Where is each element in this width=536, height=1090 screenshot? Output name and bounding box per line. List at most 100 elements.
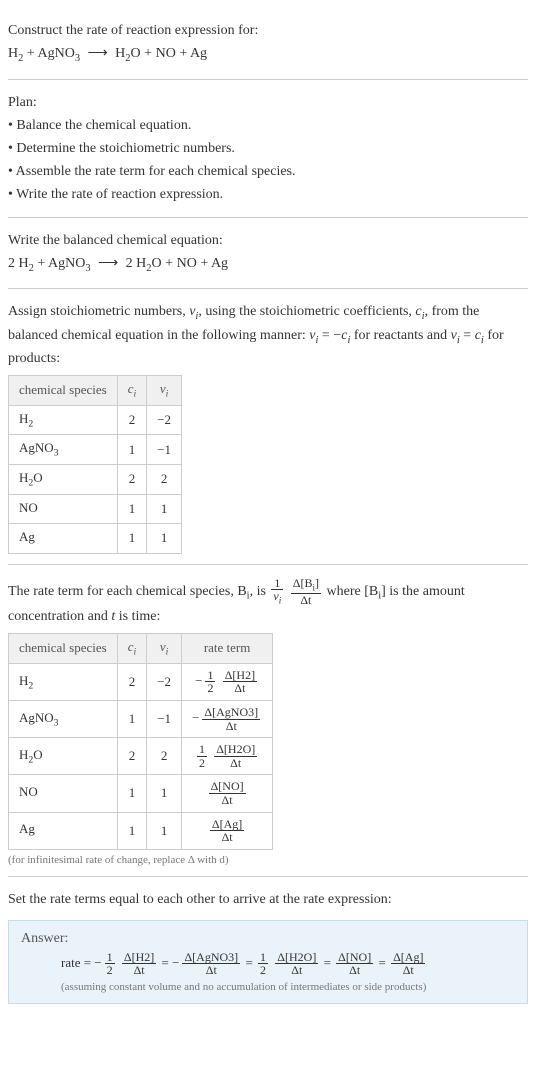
balanced-equation: 2 H2 + AgNO3 ⟶ 2 H2O + NO + Ag bbox=[8, 253, 528, 277]
cell-ci: 1 bbox=[117, 494, 147, 524]
table-row: H2O 2 2 bbox=[9, 464, 182, 494]
cell-vi: 2 bbox=[147, 464, 182, 494]
eq-1: = bbox=[158, 955, 172, 970]
table-row: AgNO3 1 −1 −Δ[AgNO3]Δt bbox=[9, 700, 273, 737]
plan-item-4: • Write the rate of reaction expression. bbox=[8, 184, 528, 205]
bal-plus-1: + bbox=[34, 256, 48, 271]
t1-delta: Δ[H2]Δt bbox=[120, 951, 158, 977]
cell-ci: 1 bbox=[117, 812, 147, 849]
product-1-tail: O bbox=[131, 46, 141, 61]
table-row: H2 2 −2 bbox=[9, 405, 182, 435]
cell-vi: −2 bbox=[147, 663, 182, 700]
frac-num: Δ[Bi] bbox=[291, 577, 321, 594]
cell-species: AgNO3 bbox=[9, 700, 118, 737]
t5-delta: Δ[Ag]Δt bbox=[389, 951, 427, 977]
reactant-2-base: AgNO bbox=[38, 46, 75, 61]
answer-box: Answer: rate = −12 Δ[H2]Δt = −Δ[AgNO3]Δt… bbox=[8, 920, 528, 1004]
frac-den: νi bbox=[271, 590, 283, 606]
delta-frac: Δ[AgNO3]Δt bbox=[200, 706, 262, 732]
delta-frac: Δ[H2]Δt bbox=[221, 669, 259, 695]
t3-delta: Δ[H2O]Δt bbox=[273, 951, 320, 977]
rate-expression: rate = −12 Δ[H2]Δt = −Δ[AgNO3]Δt = 12 Δ[… bbox=[21, 951, 515, 977]
table-row: AgNO3 1 −1 bbox=[9, 435, 182, 465]
cell-ci: 1 bbox=[117, 524, 147, 554]
col-vi: νi bbox=[147, 376, 182, 406]
t3-num: Δ[H2O] bbox=[275, 951, 318, 965]
nu-i-symbol: νi bbox=[189, 304, 198, 319]
prompt-text: Construct the rate of reaction expressio… bbox=[8, 20, 528, 41]
t1-cden: 2 bbox=[105, 964, 115, 977]
stoich-text-1: Assign stoichiometric numbers, bbox=[8, 304, 189, 319]
frac-num-pre: Δ[B bbox=[293, 576, 313, 590]
cell-vi: −2 bbox=[147, 405, 182, 435]
t1-num: Δ[H2] bbox=[122, 951, 156, 965]
t1-cnum: 1 bbox=[105, 951, 115, 965]
product-3: Ag bbox=[190, 46, 207, 61]
t4-delta: Δ[NO]Δt bbox=[334, 951, 375, 977]
d-num: Δ[H2] bbox=[223, 669, 257, 683]
t3-coef: 12 bbox=[256, 951, 270, 977]
cell-species: NO bbox=[9, 775, 118, 812]
cell-vi: 1 bbox=[147, 494, 182, 524]
cell-vi: 1 bbox=[147, 775, 182, 812]
sp-base: NO bbox=[19, 500, 38, 515]
rel-prod-c: ci bbox=[475, 328, 484, 343]
answer-note: (assuming constant volume and no accumul… bbox=[21, 981, 515, 993]
table-row: Ag 1 1 Δ[Ag]Δt bbox=[9, 812, 273, 849]
d-den: Δt bbox=[214, 757, 257, 770]
sp-base: H bbox=[19, 411, 28, 426]
frac-num-post: ] bbox=[315, 576, 319, 590]
product-1-base: H bbox=[115, 46, 125, 61]
cell-vi: 1 bbox=[147, 524, 182, 554]
coef-num: 1 bbox=[205, 669, 215, 683]
stoich-explanation: Assign stoichiometric numbers, νi, using… bbox=[8, 301, 528, 369]
sp-base: H bbox=[19, 673, 28, 688]
col-vi: νi bbox=[147, 634, 182, 664]
cell-rate: −Δ[AgNO3]Δt bbox=[182, 700, 273, 737]
bal-reactant-2: AgNO3 bbox=[48, 256, 91, 271]
cell-vi: −1 bbox=[147, 435, 182, 465]
coef-num: 1 bbox=[197, 743, 207, 757]
t3-cden: 2 bbox=[258, 964, 268, 977]
bal-reactant-1-base: 2 H bbox=[8, 256, 29, 271]
d-den: Δt bbox=[202, 720, 260, 733]
sp-tail: O bbox=[33, 747, 42, 762]
sp-base: AgNO bbox=[19, 440, 54, 455]
coef-frac: 12 bbox=[195, 743, 209, 769]
col-ci-sub: i bbox=[134, 647, 137, 658]
frac-delta-b: Δ[Bi]Δt bbox=[289, 577, 323, 606]
t2-num: Δ[AgNO3] bbox=[182, 951, 240, 965]
col-species: chemical species bbox=[9, 376, 118, 406]
plus-1: + bbox=[23, 46, 37, 61]
frac-1-over-nu: 1νi bbox=[269, 577, 285, 606]
reactant-2: AgNO3 bbox=[38, 46, 81, 61]
cell-rate: −12 Δ[H2]Δt bbox=[182, 663, 273, 700]
cell-ci: 2 bbox=[117, 405, 147, 435]
cell-ci: 2 bbox=[117, 663, 147, 700]
sp-base: H bbox=[19, 747, 28, 762]
cell-species: H2 bbox=[9, 405, 118, 435]
table-row: NO 1 1 bbox=[9, 494, 182, 524]
answer-label: Answer: bbox=[21, 931, 515, 947]
bal-product-3: Ag bbox=[211, 256, 228, 271]
rateterm-explanation: The rate term for each chemical species,… bbox=[8, 577, 528, 627]
rt-text-3: where [B bbox=[323, 584, 378, 599]
frac-num: 1 bbox=[271, 577, 283, 591]
coef-frac: 12 bbox=[203, 669, 217, 695]
cell-species: H2O bbox=[9, 464, 118, 494]
t2-neg: − bbox=[172, 955, 180, 970]
table-row: NO 1 1 Δ[NO]Δt bbox=[9, 775, 273, 812]
t5-den: Δt bbox=[391, 964, 425, 977]
d-num: Δ[Ag] bbox=[210, 818, 244, 832]
col-ci: ci bbox=[117, 634, 147, 664]
cell-species: NO bbox=[9, 494, 118, 524]
col-vi-sub: i bbox=[166, 647, 169, 658]
delta-frac: Δ[NO]Δt bbox=[207, 780, 248, 806]
sp-sub: 2 bbox=[28, 418, 33, 429]
coef-den: 2 bbox=[197, 757, 207, 770]
eq-4: = bbox=[375, 955, 389, 970]
table-header-row: chemical species ci νi bbox=[9, 376, 182, 406]
table-header-row: chemical species ci νi rate term bbox=[9, 634, 273, 664]
cell-ci: 1 bbox=[117, 435, 147, 465]
bal-product-1-tail: O bbox=[152, 256, 162, 271]
